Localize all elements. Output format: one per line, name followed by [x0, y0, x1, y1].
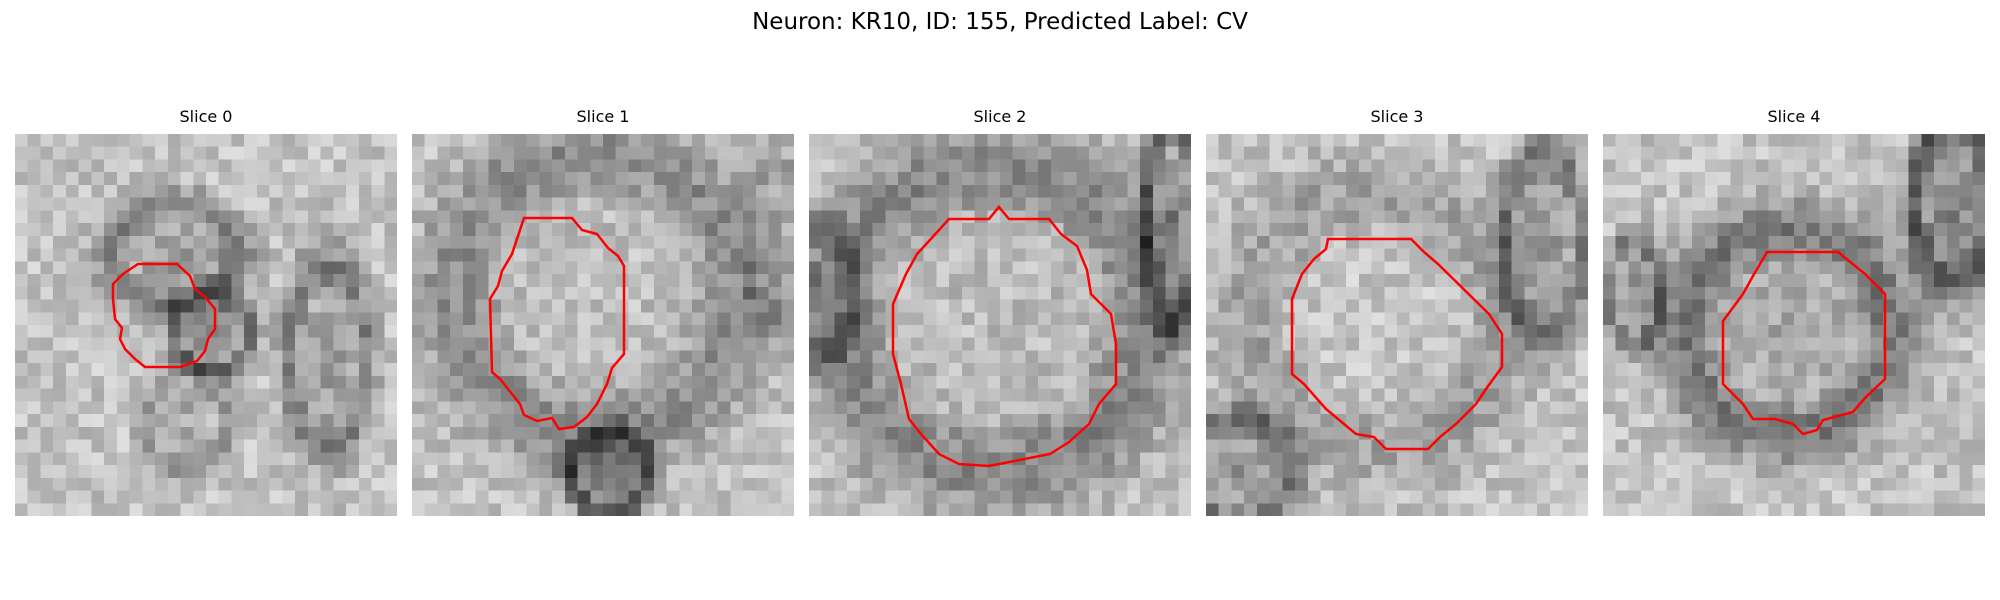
slice-image-2	[809, 134, 1191, 516]
slice-title-3: Slice 3	[1370, 107, 1424, 126]
slice-title-0: Slice 0	[179, 107, 233, 126]
slice-image-0	[15, 134, 397, 516]
slice-panel-2: Slice 2	[809, 107, 1191, 516]
figure-title: Neuron: KR10, ID: 155, Predicted Label: …	[752, 9, 1248, 35]
slice-panel-0: Slice 0	[15, 107, 397, 516]
slice-title-2: Slice 2	[973, 107, 1027, 126]
slice-image-3	[1206, 134, 1588, 516]
slice-title-4: Slice 4	[1767, 107, 1821, 126]
slice-panel-4: Slice 4	[1603, 107, 1985, 516]
slice-panel-1: Slice 1	[412, 107, 794, 516]
slice-image-4	[1603, 134, 1985, 516]
slice-panel-3: Slice 3	[1206, 107, 1588, 516]
slice-image-1	[412, 134, 794, 516]
slice-title-1: Slice 1	[576, 107, 630, 126]
